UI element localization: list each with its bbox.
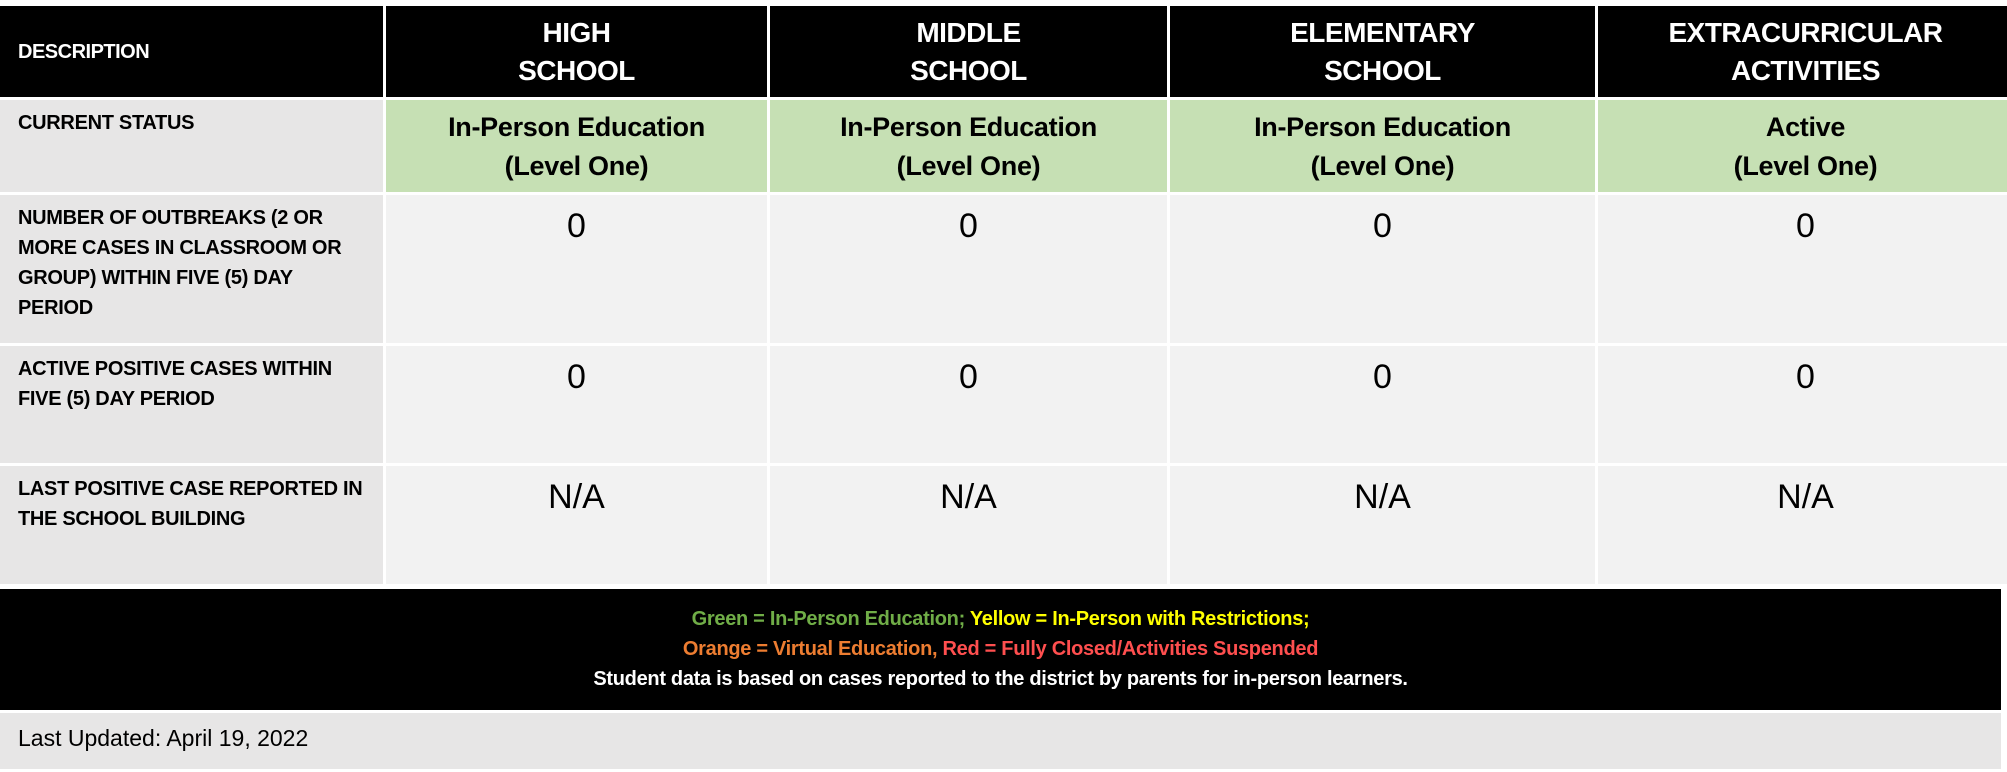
legend-orange: Orange = Virtual Education, (682, 638, 938, 660)
status-cell: In-Person Education (Level One) (1170, 100, 1595, 192)
value-cell: 0 (1170, 195, 1595, 343)
header-extracurricular: EXTRACURRICULAR ACTIVITIES (1598, 6, 2007, 97)
row-label-outbreaks: NUMBER OF OUTBREAKS (2 OR MORE CASES IN … (0, 195, 383, 343)
value-cell: N/A (386, 466, 767, 584)
row-label-active-cases: ACTIVE POSITIVE CASES WITHIN FIVE (5) DA… (0, 346, 383, 463)
status-cell: In-Person Education (Level One) (386, 100, 767, 192)
value-cell: 0 (1170, 346, 1595, 463)
value-cell: N/A (1170, 466, 1595, 584)
legend-yellow: Yellow = In-Person with Restrictions; (964, 608, 1310, 630)
row-label-last-case: LAST POSITIVE CASE REPORTED IN THE SCHOO… (0, 466, 383, 584)
value-cell: N/A (1598, 466, 2007, 584)
value-cell: 0 (386, 346, 767, 463)
value-cell: 0 (1598, 346, 2007, 463)
value-cell: 0 (770, 195, 1167, 343)
legend-red: Red = Fully Closed/Activities Suspended (937, 638, 1319, 660)
header-description: DESCRIPTION (0, 6, 383, 97)
header-high-school: HIGH SCHOOL (386, 6, 767, 97)
status-table: DESCRIPTION HIGH SCHOOL MIDDLE SCHOOL EL… (0, 6, 2007, 584)
value-cell: 0 (770, 346, 1167, 463)
value-cell: 0 (386, 195, 767, 343)
status-cell: Active (Level One) (1598, 100, 2007, 192)
status-cell: In-Person Education (Level One) (770, 100, 1167, 192)
header-elementary-school: ELEMENTARY SCHOOL (1170, 6, 1595, 97)
header-middle-school: MIDDLE SCHOOL (770, 6, 1167, 97)
legend-green: Green = In-Person Education; (691, 608, 966, 630)
last-updated: Last Updated: April 19, 2022 (0, 713, 2001, 769)
color-legend: Green = In-Person Education; Yellow = In… (0, 589, 2001, 710)
row-label-current-status: CURRENT STATUS (0, 100, 383, 192)
legend-note: Student data is based on cases reported … (593, 668, 1408, 690)
value-cell: N/A (770, 466, 1167, 584)
value-cell: 0 (1598, 195, 2007, 343)
